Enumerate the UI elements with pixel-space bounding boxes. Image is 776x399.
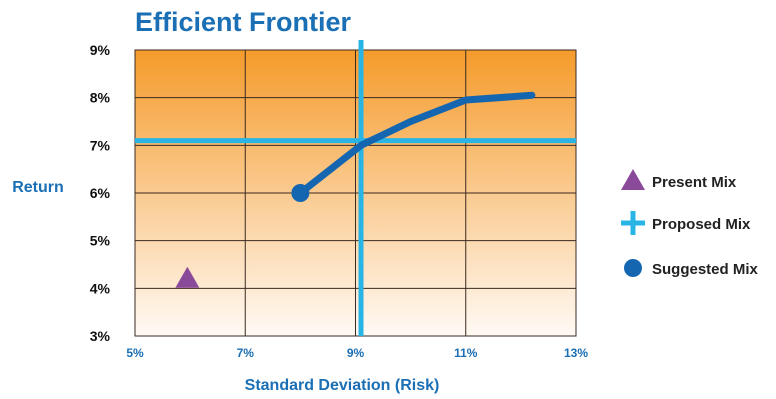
x-tick-label: 13% xyxy=(564,346,588,360)
x-tick-label: 9% xyxy=(347,346,365,360)
x-tick-label: 5% xyxy=(126,346,144,360)
suggested-mix-series xyxy=(291,91,536,202)
suggested-mix-point xyxy=(291,184,310,202)
suggested-mix-line xyxy=(296,91,536,197)
legend-triangle-icon xyxy=(621,169,645,190)
y-axis-label: Return xyxy=(12,179,64,196)
y-tick-label: 4% xyxy=(90,280,111,296)
x-tick-label: 11% xyxy=(454,346,478,360)
legend-circle-icon xyxy=(624,259,642,277)
y-tick-label: 7% xyxy=(90,137,111,153)
proposed-mix-crosshair xyxy=(135,40,576,336)
y-tick-label: 6% xyxy=(90,185,111,201)
present-mix-marker xyxy=(175,266,200,288)
x-tick-label: 7% xyxy=(237,346,255,360)
legend-label: Present Mix xyxy=(652,174,737,191)
present-mix-series xyxy=(175,266,200,288)
legend-label: Suggested Mix xyxy=(652,261,759,278)
legend: Present Mix Proposed Mix Suggested Mix xyxy=(621,169,759,278)
legend-label: Proposed Mix xyxy=(652,216,751,233)
y-tick-label: 9% xyxy=(90,42,111,58)
y-tick-label: 8% xyxy=(90,90,111,106)
chart-title: Efficient Frontier xyxy=(135,7,352,37)
x-tick-labels: 5% 7% 9% 11% 13% xyxy=(126,346,588,360)
y-tick-labels: 3% 4% 5% 6% 7% 8% 9% xyxy=(90,42,111,344)
y-tick-label: 5% xyxy=(90,233,111,249)
plot-frame xyxy=(134,49,577,337)
y-tick-label: 3% xyxy=(90,328,111,344)
x-axis-label: Standard Deviation (Risk) xyxy=(245,377,440,394)
